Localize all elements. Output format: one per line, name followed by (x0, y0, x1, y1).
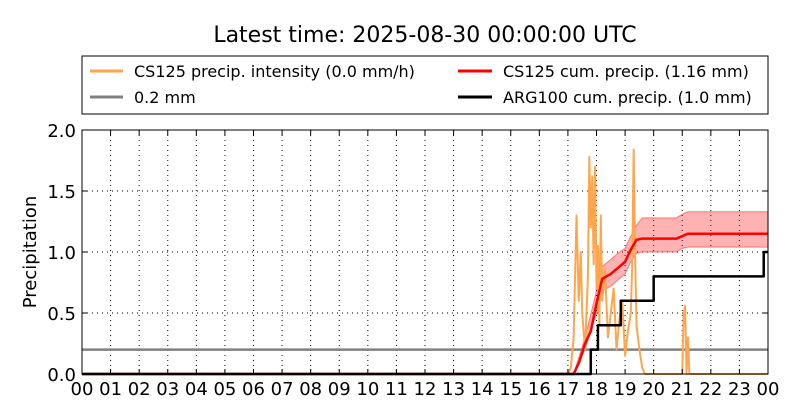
x-tick-label: 23 (728, 379, 751, 400)
y-tick-label: 2.0 (47, 121, 76, 142)
legend-box (81, 55, 769, 115)
cs125-cum-series-line (82, 232, 768, 376)
legend-label-arg100-cum: ARG100 cum. precip. (1.0 mm) (503, 88, 752, 107)
legend-label-threshold: 0.2 mm (134, 88, 196, 107)
x-tick-label: 03 (156, 379, 179, 400)
x-tick-label: 09 (328, 379, 351, 400)
x-tick-label: 04 (185, 379, 208, 400)
x-tick-label: 21 (671, 379, 694, 400)
x-tick-label: 18 (585, 379, 608, 400)
x-tick-label: 12 (414, 379, 437, 400)
x-tick-label: 19 (614, 379, 637, 400)
x-tick-label: 02 (128, 379, 151, 400)
x-tick-label: 11 (385, 379, 408, 400)
x-tick-label: 10 (356, 379, 379, 400)
x-tick-label: 15 (499, 379, 522, 400)
y-axis-label: Precipitation (20, 196, 41, 309)
x-tick-label: 22 (699, 379, 722, 400)
legend: CS125 precip. intensity (0.0 mm/h) CS125… (81, 55, 769, 115)
y-tick-label: 0.0 (47, 365, 76, 386)
x-tick-label: 08 (299, 379, 322, 400)
legend-label-intensity: CS125 precip. intensity (0.0 mm/h) (134, 62, 415, 81)
x-tick-label: 16 (528, 379, 551, 400)
x-tick-label: 13 (442, 379, 465, 400)
y-tick-label: 0.5 (47, 304, 76, 325)
x-tick-label: 20 (642, 379, 665, 400)
x-tick-label: 01 (99, 379, 122, 400)
y-tick-label: 1.5 (47, 182, 76, 203)
x-tick-label: 00 (757, 379, 780, 400)
chart-title: Latest time: 2025-08-30 00:00:00 UTC (213, 23, 636, 48)
x-tick-label: 14 (471, 379, 494, 400)
x-tick-label: 06 (242, 379, 265, 400)
arg100-cum-series-line (82, 250, 768, 376)
x-tick-label: 17 (556, 379, 579, 400)
y-tick-label: 1.0 (47, 243, 76, 264)
x-tick-label: 00 (71, 379, 94, 400)
x-tick-label: 05 (213, 379, 236, 400)
plot-area: 00 01 02 03 04 05 06 07 08 09 10 11 12 13 14 15 16 17 18 19… (47, 121, 779, 400)
x-tick-label: 07 (271, 379, 294, 400)
legend-label-cs125-cum: CS125 cum. precip. (1.16 mm) (503, 62, 749, 81)
